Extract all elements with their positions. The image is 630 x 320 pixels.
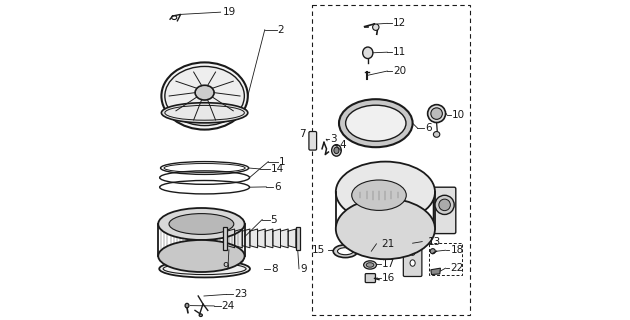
Polygon shape	[265, 229, 273, 248]
Text: 7: 7	[299, 129, 306, 140]
Text: 14: 14	[271, 164, 284, 174]
Text: 8: 8	[271, 264, 278, 274]
Bar	[296, 227, 300, 250]
Text: 18: 18	[450, 245, 464, 255]
Ellipse shape	[161, 62, 248, 130]
Polygon shape	[280, 229, 288, 248]
Text: 4: 4	[339, 140, 346, 150]
Ellipse shape	[199, 314, 202, 316]
Ellipse shape	[185, 303, 189, 308]
Text: 1: 1	[279, 156, 285, 167]
Bar	[428, 243, 462, 275]
Text: 16: 16	[382, 273, 395, 283]
Ellipse shape	[366, 263, 374, 267]
Ellipse shape	[165, 67, 244, 125]
FancyBboxPatch shape	[365, 274, 375, 283]
Text: 23: 23	[234, 289, 248, 300]
Text: 15: 15	[311, 245, 324, 255]
Polygon shape	[227, 229, 234, 248]
Ellipse shape	[435, 195, 454, 214]
Ellipse shape	[439, 199, 450, 211]
Ellipse shape	[161, 103, 248, 123]
Ellipse shape	[346, 105, 406, 141]
Ellipse shape	[336, 162, 435, 222]
Bar	[223, 227, 227, 250]
Bar	[312, 5, 470, 315]
Text: 12: 12	[393, 18, 406, 28]
Polygon shape	[288, 229, 296, 248]
Ellipse shape	[363, 47, 373, 59]
Text: 22: 22	[450, 263, 464, 273]
Ellipse shape	[158, 240, 244, 272]
Ellipse shape	[195, 85, 214, 100]
Text: 11: 11	[393, 47, 406, 57]
Ellipse shape	[336, 198, 435, 259]
Ellipse shape	[169, 214, 234, 234]
Ellipse shape	[410, 260, 415, 266]
Ellipse shape	[372, 24, 379, 30]
Ellipse shape	[338, 248, 353, 255]
Text: 13: 13	[427, 236, 440, 247]
Ellipse shape	[352, 180, 406, 211]
FancyBboxPatch shape	[433, 187, 455, 234]
Polygon shape	[431, 268, 440, 275]
FancyBboxPatch shape	[403, 242, 422, 276]
Ellipse shape	[364, 261, 377, 269]
Text: 9: 9	[301, 264, 307, 274]
Text: 3: 3	[329, 134, 336, 144]
Text: 20: 20	[393, 66, 406, 76]
Ellipse shape	[428, 105, 445, 123]
Ellipse shape	[331, 145, 341, 156]
Polygon shape	[273, 229, 280, 248]
Polygon shape	[258, 229, 265, 248]
Ellipse shape	[433, 132, 440, 137]
Ellipse shape	[158, 208, 244, 240]
Text: 24: 24	[222, 301, 235, 311]
Polygon shape	[234, 229, 243, 248]
Text: 5: 5	[270, 214, 277, 225]
Polygon shape	[250, 229, 258, 248]
Text: 6: 6	[274, 182, 281, 192]
Ellipse shape	[431, 108, 442, 119]
Text: 9: 9	[222, 262, 229, 272]
Text: 10: 10	[452, 109, 465, 120]
Text: 17: 17	[382, 259, 395, 269]
Text: 19: 19	[223, 7, 236, 17]
Polygon shape	[243, 229, 250, 248]
Text: 21: 21	[382, 239, 395, 249]
Ellipse shape	[334, 147, 339, 154]
FancyBboxPatch shape	[309, 132, 317, 150]
Ellipse shape	[410, 249, 415, 255]
Ellipse shape	[165, 105, 244, 120]
Ellipse shape	[333, 245, 358, 258]
Ellipse shape	[159, 260, 250, 277]
Text: 6: 6	[425, 123, 432, 133]
Ellipse shape	[339, 99, 413, 147]
Text: 2: 2	[278, 25, 284, 35]
Ellipse shape	[430, 249, 435, 254]
